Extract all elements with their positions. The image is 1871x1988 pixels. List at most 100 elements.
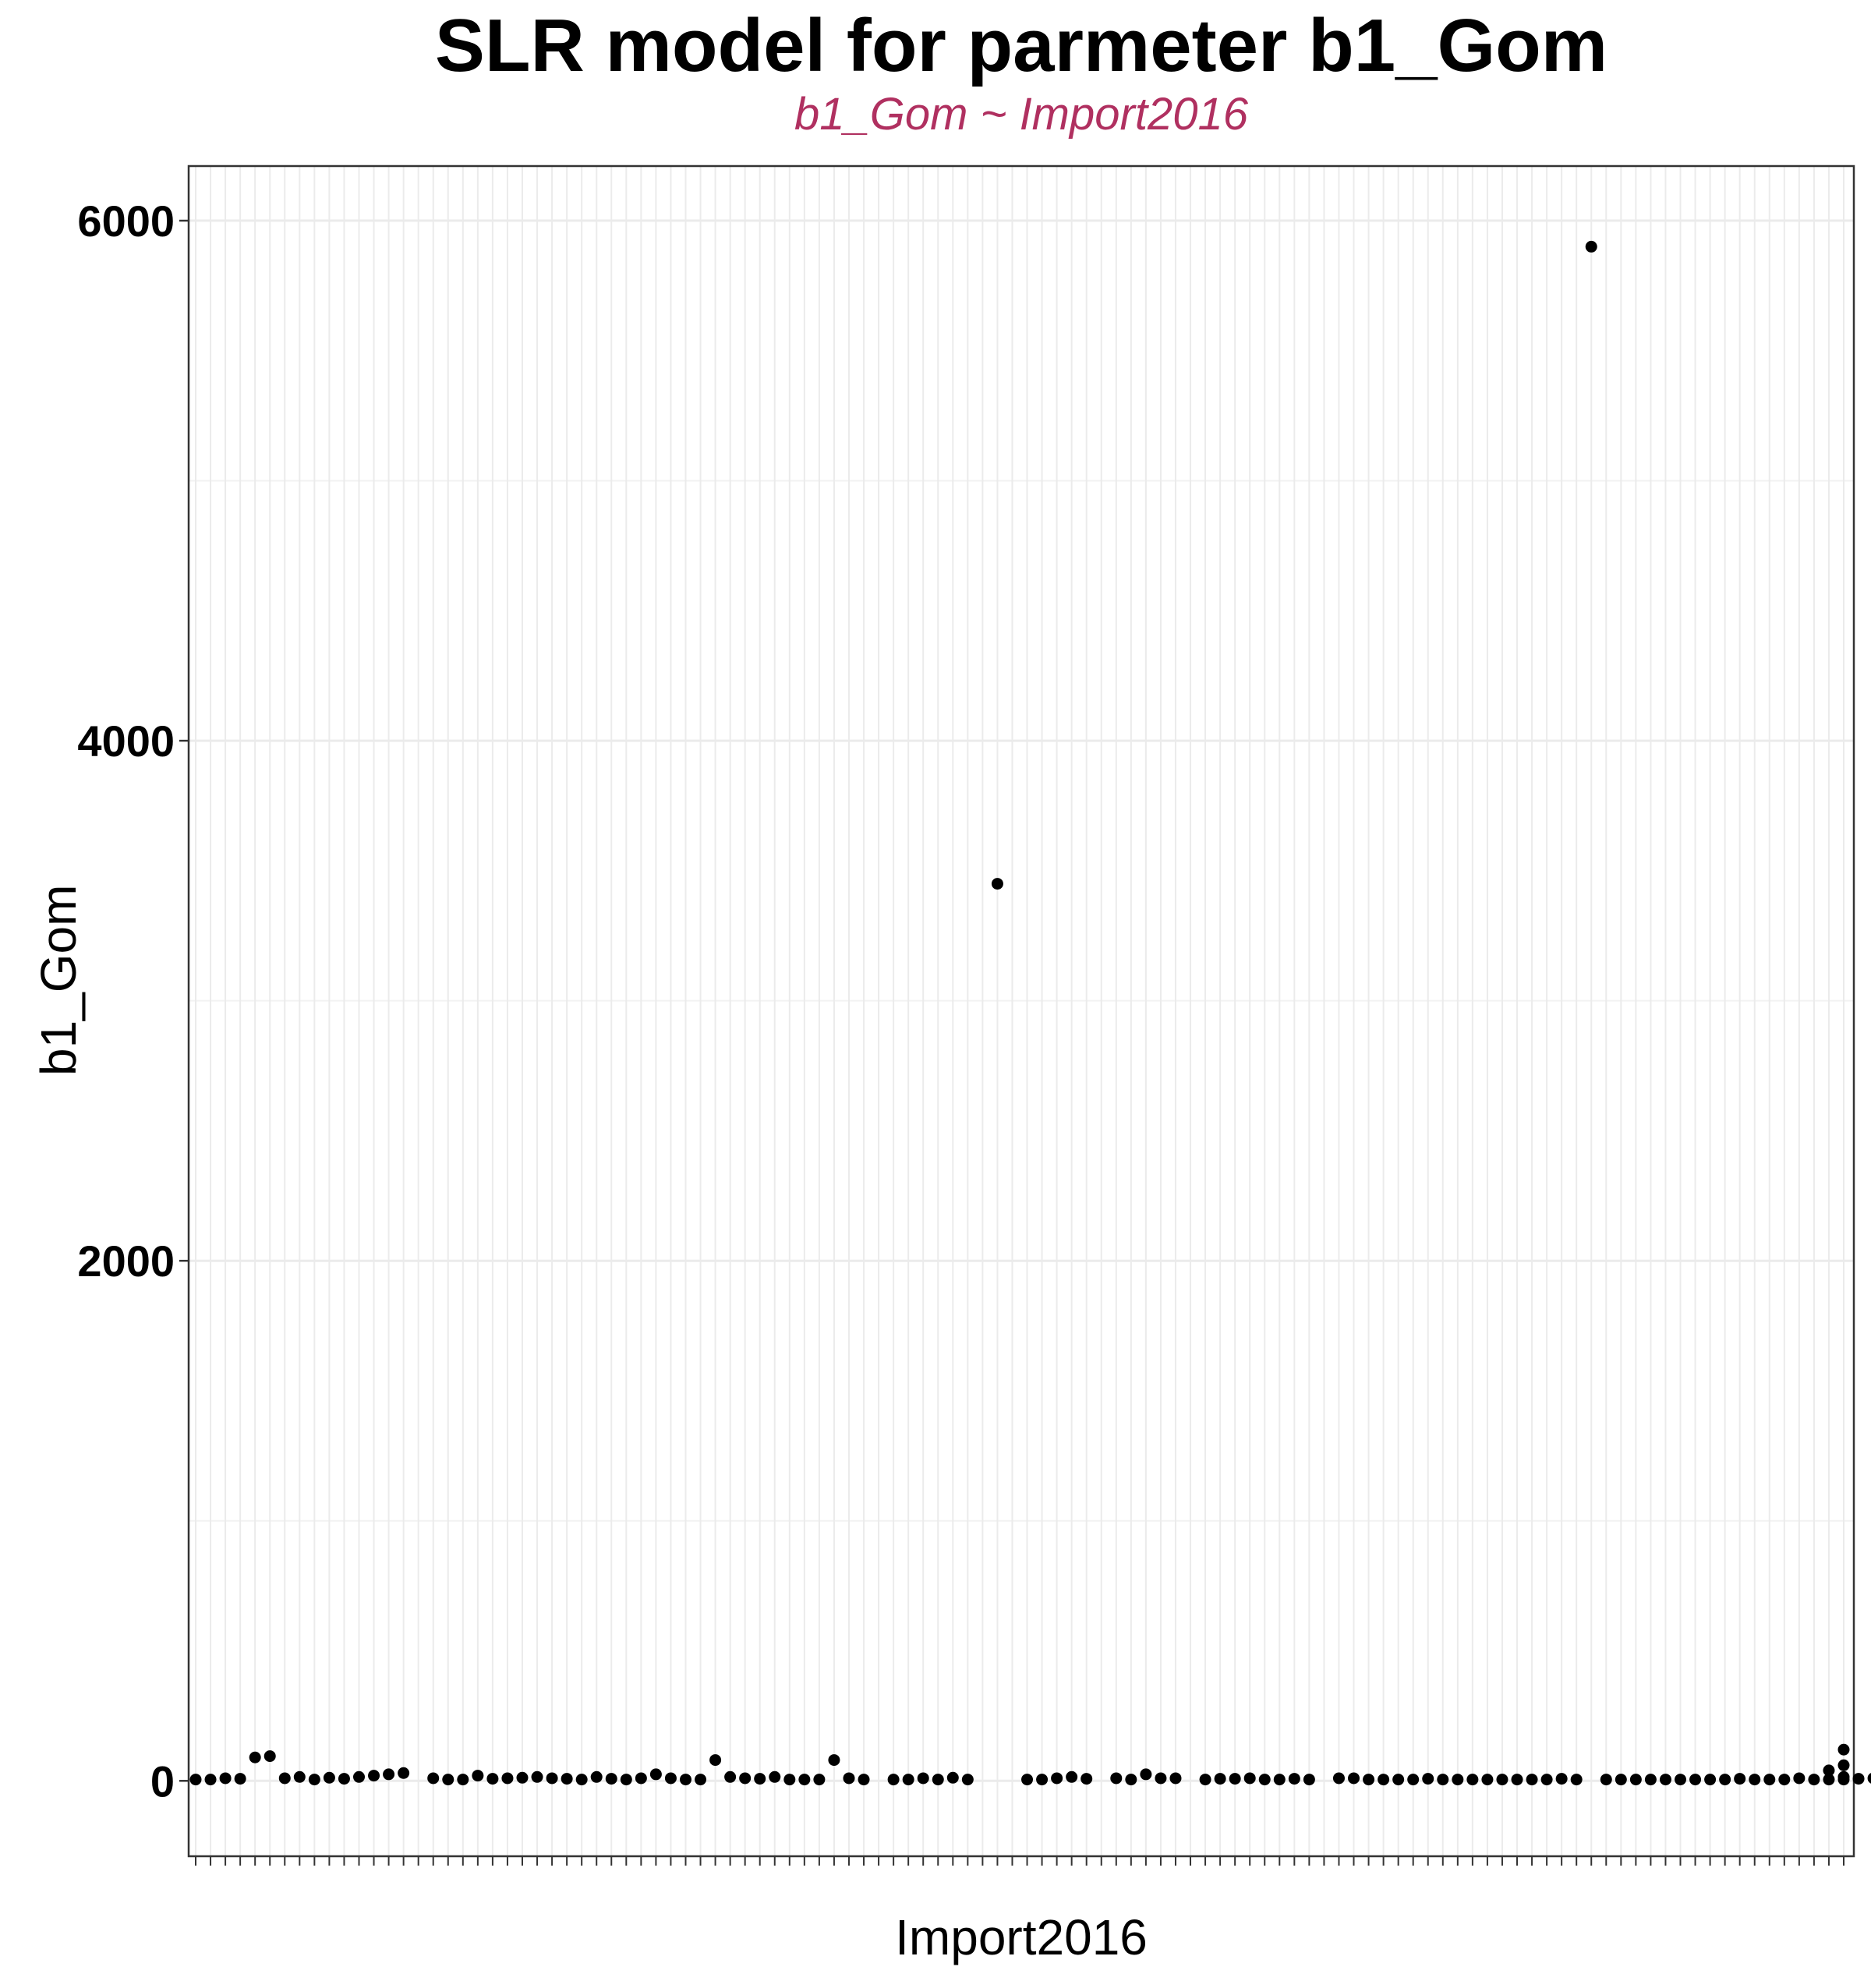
y-axis-label: b1_Gom (30, 884, 87, 1076)
data-point (961, 1774, 974, 1786)
data-point (427, 1772, 440, 1785)
data-point (293, 1770, 306, 1783)
data-point (783, 1774, 796, 1786)
data-point (1837, 1743, 1850, 1756)
data-point (352, 1770, 365, 1783)
data-point (1363, 1774, 1375, 1786)
data-point (1778, 1774, 1791, 1786)
data-point (278, 1772, 291, 1785)
data-point (664, 1772, 677, 1785)
data-point (1437, 1774, 1449, 1786)
data-point (1823, 1764, 1835, 1777)
data-point (695, 1774, 707, 1786)
data-points (189, 240, 1871, 1786)
data-point (739, 1772, 752, 1785)
data-point (531, 1770, 543, 1783)
data-point (219, 1772, 232, 1785)
data-point (501, 1772, 514, 1785)
data-point (1689, 1774, 1702, 1786)
data-point (1749, 1774, 1761, 1786)
data-point (813, 1774, 826, 1786)
data-point (887, 1774, 900, 1786)
data-point (516, 1771, 529, 1784)
data-point (991, 878, 1003, 890)
data-point (1704, 1774, 1717, 1786)
data-point (323, 1771, 335, 1784)
data-point (561, 1773, 573, 1785)
data-point (679, 1774, 691, 1786)
data-point (1600, 1774, 1612, 1786)
plot-panel-border (187, 164, 1855, 1858)
data-point (1155, 1772, 1167, 1785)
data-point (338, 1773, 350, 1785)
data-point (843, 1772, 855, 1785)
data-point (546, 1772, 558, 1785)
y-tick-label: 2000 (77, 1236, 175, 1286)
data-point (368, 1770, 380, 1782)
y-tick-label: 0 (150, 1756, 175, 1806)
data-point (204, 1774, 217, 1786)
data-point (1229, 1773, 1241, 1785)
data-point (754, 1773, 766, 1785)
data-point (1214, 1773, 1226, 1785)
data-point (1407, 1774, 1420, 1786)
data-point (1570, 1774, 1583, 1786)
data-point (902, 1774, 914, 1786)
data-point (1199, 1774, 1211, 1786)
data-point (1021, 1774, 1034, 1786)
data-point (472, 1770, 484, 1782)
data-point (1110, 1772, 1123, 1785)
data-point (575, 1774, 588, 1786)
data-point (1615, 1774, 1627, 1786)
data-point (769, 1770, 781, 1783)
data-point (383, 1768, 395, 1781)
data-point (1719, 1774, 1731, 1786)
data-point (605, 1773, 617, 1785)
data-point (1496, 1774, 1508, 1786)
data-point (1659, 1774, 1671, 1786)
data-point (442, 1774, 454, 1786)
data-point (649, 1768, 662, 1781)
data-point (249, 1751, 261, 1763)
data-point (1734, 1773, 1746, 1785)
data-point (1066, 1770, 1078, 1783)
data-point (189, 1774, 202, 1786)
data-point (1867, 1773, 1871, 1784)
data-point (1422, 1773, 1434, 1785)
data-point (1140, 1768, 1152, 1781)
data-point (946, 1771, 959, 1784)
data-point (398, 1767, 410, 1779)
plot-background (189, 166, 1854, 1856)
data-point (1258, 1774, 1271, 1786)
data-point (1288, 1773, 1300, 1785)
major-gridlines (189, 166, 1854, 1856)
data-point (457, 1774, 469, 1786)
data-point (1555, 1773, 1568, 1785)
data-point (1526, 1774, 1538, 1786)
data-point (308, 1774, 320, 1786)
data-point (1481, 1774, 1494, 1786)
data-point (1169, 1772, 1182, 1785)
data-point (1793, 1772, 1806, 1785)
data-point (1585, 240, 1597, 253)
data-point (1823, 1774, 1835, 1786)
y-tick-label: 6000 (77, 196, 175, 246)
data-point (1763, 1774, 1776, 1786)
data-point (620, 1774, 632, 1786)
data-point (1540, 1774, 1553, 1786)
chart-subtitle: b1_Gom ~ Import2016 (794, 89, 1248, 140)
chart-title: SLR model for parmeter b1_Gom (434, 4, 1608, 87)
data-point (1644, 1774, 1657, 1786)
data-point (917, 1772, 929, 1785)
data-point (1125, 1774, 1137, 1786)
data-point (1378, 1774, 1390, 1786)
data-point (486, 1773, 499, 1785)
y-axis: 0 2000 4000 6000 (77, 196, 189, 1806)
data-point (1466, 1774, 1479, 1786)
data-point (1511, 1774, 1523, 1786)
data-point (1675, 1774, 1687, 1786)
data-point (828, 1754, 840, 1767)
data-point (1837, 1759, 1850, 1771)
x-axis-label: Import2016 (895, 1909, 1148, 1965)
